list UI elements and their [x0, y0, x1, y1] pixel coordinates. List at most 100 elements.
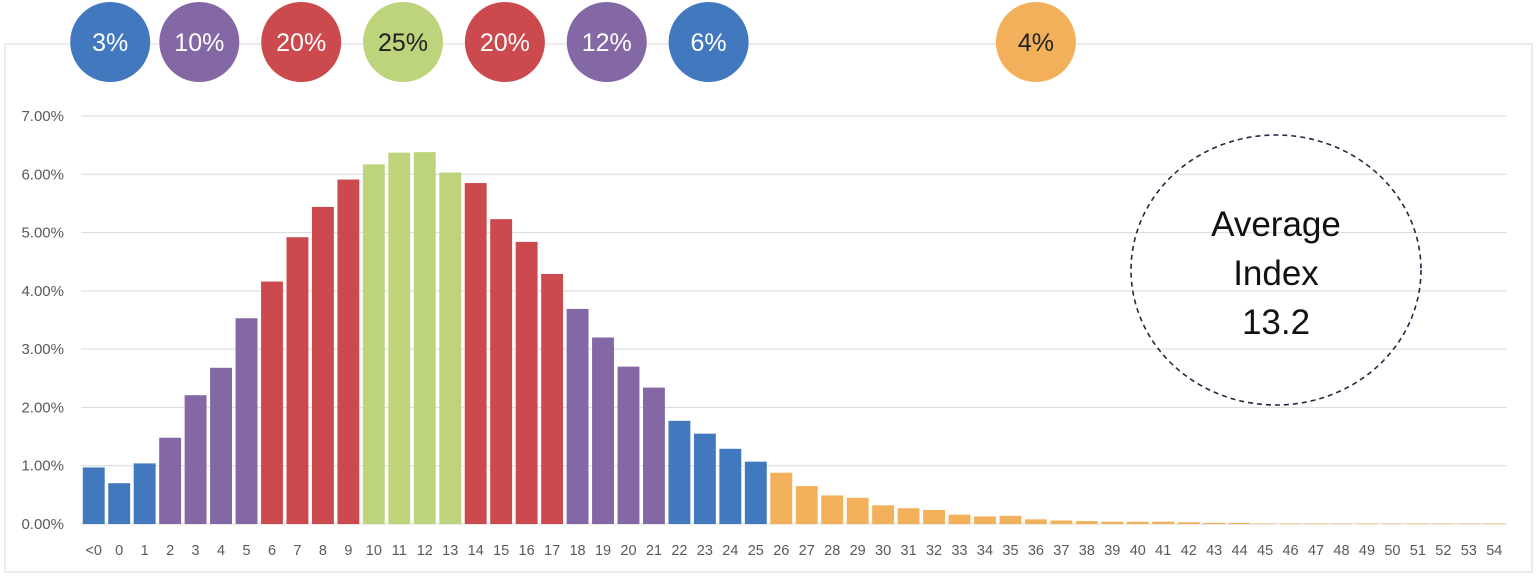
bar: [311, 206, 334, 524]
x-tick-label: 11: [392, 543, 407, 559]
bar: [464, 183, 487, 524]
group-share-label: 20%: [480, 29, 530, 57]
bar: [617, 366, 640, 524]
annotation-text: Index: [1233, 254, 1319, 293]
bar: [210, 367, 233, 524]
bar: [515, 241, 538, 524]
x-tick-label: 30: [875, 543, 891, 559]
x-tick-label: <0: [85, 543, 102, 559]
x-tick-label: 9: [344, 543, 352, 559]
bar: [184, 395, 207, 524]
group-share-label: 3%: [92, 29, 128, 57]
bar: [1050, 520, 1073, 524]
bar: [795, 486, 818, 524]
x-tick-label: 8: [319, 543, 327, 559]
x-tick-label: 3: [192, 543, 200, 559]
bar: [82, 467, 105, 524]
group-share-bubble: [668, 2, 749, 82]
bar: [439, 172, 462, 524]
bar: [388, 152, 411, 524]
bar: [1177, 522, 1200, 524]
x-tick-label: 19: [595, 543, 611, 559]
x-tick-label: 39: [1104, 543, 1120, 559]
x-tick-label: 27: [799, 543, 815, 559]
x-tick-label: 44: [1232, 543, 1248, 559]
group-share-bubble: [363, 2, 444, 82]
bar: [1126, 521, 1149, 524]
x-tick-label: 36: [1028, 543, 1044, 559]
group-share-bubble: [70, 2, 151, 82]
x-tick-label: 24: [722, 543, 738, 559]
x-tick-label: 28: [824, 543, 840, 559]
group-share-label: 12%: [582, 29, 632, 57]
bar: [1024, 519, 1047, 524]
group-share-bubble: [566, 2, 647, 82]
x-tick-label: 21: [646, 543, 662, 559]
x-tick-label: 29: [850, 543, 866, 559]
group-share-bubble: [261, 2, 342, 82]
bar: [413, 152, 436, 524]
chart-border: [4, 43, 1533, 573]
bar: [744, 461, 767, 524]
x-tick-label: 25: [748, 543, 764, 559]
bar: [541, 273, 564, 524]
y-tick-label: 2.00%: [21, 399, 64, 416]
x-tick-label: 13: [442, 543, 458, 559]
bar: [642, 387, 665, 524]
x-tick-label: 45: [1257, 543, 1273, 559]
bar: [159, 437, 182, 524]
x-tick-label: 46: [1282, 543, 1298, 559]
bar: [1152, 521, 1175, 524]
bar: [490, 219, 513, 524]
x-tick-label: 18: [569, 543, 585, 559]
group-share-label: 6%: [691, 29, 727, 57]
bar: [770, 472, 793, 524]
x-tick-label: 7: [293, 543, 301, 559]
x-tick-label: 37: [1053, 543, 1069, 559]
annotation-text: 13.2: [1242, 303, 1310, 342]
group-share-label: 4%: [1018, 29, 1054, 57]
group-share-bubble: [159, 2, 240, 82]
x-tick-label: 20: [620, 543, 636, 559]
group-share-bubble: [464, 2, 545, 82]
x-tick-label: 17: [544, 543, 560, 559]
x-tick-label: 6: [268, 543, 276, 559]
x-tick-label: 31: [901, 543, 917, 559]
x-tick-label: 54: [1486, 543, 1502, 559]
bar: [1254, 523, 1277, 524]
bar: [1457, 523, 1480, 524]
y-tick-label: 3.00%: [21, 341, 64, 358]
x-tick-label: 42: [1181, 543, 1197, 559]
y-tick-label: 7.00%: [21, 108, 64, 125]
bar: [821, 495, 844, 524]
bar: [872, 505, 895, 524]
bar: [1355, 523, 1378, 524]
x-tick-label: 33: [951, 543, 967, 559]
x-tick-label: 51: [1410, 543, 1426, 559]
x-tick-label: 34: [977, 543, 993, 559]
x-tick-label: 5: [242, 543, 250, 559]
x-tick-label: 1: [141, 543, 149, 559]
bar: [1203, 522, 1226, 524]
bar: [1483, 523, 1506, 524]
bar: [566, 308, 589, 524]
x-tick-label: 23: [697, 543, 713, 559]
x-tick-label: 32: [926, 543, 942, 559]
x-tick-label: 22: [671, 543, 687, 559]
x-tick-label: 0: [115, 543, 123, 559]
y-tick-label: 4.00%: [21, 283, 64, 300]
bar: [1432, 523, 1455, 524]
x-tick-label: 35: [1002, 543, 1018, 559]
x-tick-label: 47: [1308, 543, 1324, 559]
bar: [362, 164, 385, 524]
bar: [668, 420, 691, 524]
x-tick-label: 38: [1079, 543, 1095, 559]
bar: [693, 433, 716, 524]
bar: [1381, 523, 1404, 524]
bar: [108, 483, 131, 524]
group-share-label: 25%: [378, 29, 428, 57]
bar: [235, 318, 258, 524]
x-tick-label: 10: [366, 543, 382, 559]
